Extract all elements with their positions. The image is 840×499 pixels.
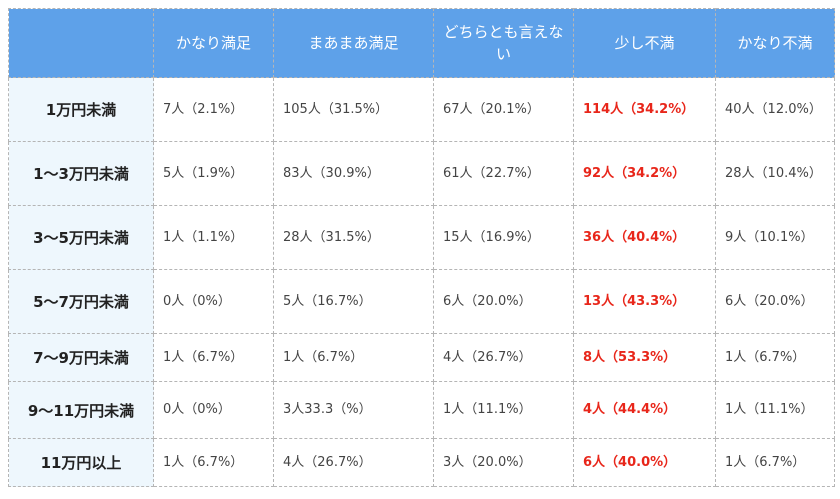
table-cell: 1人（11.1%） (433, 381, 574, 439)
table-cell-highlight: 36人（40.4%） (573, 205, 716, 270)
table-cell: 0人（0%） (153, 269, 274, 334)
table-cell: 1人（6.7%） (273, 333, 434, 382)
table-cell-highlight: 4人（44.4%） (573, 381, 716, 439)
table-cell: 28人（31.5%） (273, 205, 434, 270)
table-cell: 3人33.3（%） (273, 381, 434, 439)
table-cell-highlight: 92人（34.2%） (573, 141, 716, 206)
table-cell: 5人（1.9%） (153, 141, 274, 206)
row-header: 1万円未満 (8, 77, 154, 142)
table-cell: 83人（30.9%） (273, 141, 434, 206)
table-cell: 4人（26.7%） (273, 438, 434, 487)
table-cell: 9人（10.1%） (715, 205, 835, 270)
table-cell: 4人（26.7%） (433, 333, 574, 382)
header-neutral: どちらとも言えない (433, 8, 574, 78)
table-cell-highlight: 13人（43.3%） (573, 269, 716, 334)
header-somewhat-satisfied: まあまあ満足 (273, 8, 434, 78)
table-row: 7〜9万円未満 1人（6.7%） 1人（6.7%） 4人（26.7%） 8人（5… (8, 333, 835, 382)
table-row: 1万円未満 7人（2.1%） 105人（31.5%） 67人（20.1%） 11… (8, 77, 835, 142)
table-cell-highlight: 6人（40.0%） (573, 438, 716, 487)
table-cell: 67人（20.1%） (433, 77, 574, 142)
row-header: 3〜5万円未満 (8, 205, 154, 270)
table-cell: 6人（20.0%） (433, 269, 574, 334)
table-cell: 1人（6.7%） (153, 333, 274, 382)
table-cell: 0人（0%） (153, 381, 274, 439)
table-row: 3〜5万円未満 1人（1.1%） 28人（31.5%） 15人（16.9%） 3… (8, 205, 835, 270)
table-cell: 1人（6.7%） (153, 438, 274, 487)
table-cell: 7人（2.1%） (153, 77, 274, 142)
table-row: 5〜7万円未満 0人（0%） 5人（16.7%） 6人（20.0%） 13人（4… (8, 269, 835, 334)
header-corner (8, 8, 154, 78)
header-very-satisfied: かなり満足 (153, 8, 274, 78)
table-cell: 1人（1.1%） (153, 205, 274, 270)
header-row: かなり満足 まあまあ満足 どちらとも言えない 少し不満 かなり不満 (8, 8, 835, 78)
table-cell: 28人（10.4%） (715, 141, 835, 206)
table-cell-highlight: 8人（53.3%） (573, 333, 716, 382)
header-slightly-dissatisfied: 少し不満 (573, 8, 716, 78)
row-header: 9〜11万円未満 (8, 381, 154, 439)
table-cell: 15人（16.9%） (433, 205, 574, 270)
table-cell: 105人（31.5%） (273, 77, 434, 142)
row-header: 1〜3万円未満 (8, 141, 154, 206)
table-cell: 1人（11.1%） (715, 381, 835, 439)
table-row: 1〜3万円未満 5人（1.9%） 83人（30.9%） 61人（22.7%） 9… (8, 141, 835, 206)
table-cell: 3人（20.0%） (433, 438, 574, 487)
table-cell: 5人（16.7%） (273, 269, 434, 334)
table-cell: 6人（20.0%） (715, 269, 835, 334)
satisfaction-table: かなり満足 まあまあ満足 どちらとも言えない 少し不満 かなり不満 1万円未満 … (8, 8, 835, 487)
table-row: 9〜11万円未満 0人（0%） 3人33.3（%） 1人（11.1%） 4人（4… (8, 381, 835, 439)
table-cell: 1人（6.7%） (715, 438, 835, 487)
row-header: 11万円以上 (8, 438, 154, 487)
row-header: 7〜9万円未満 (8, 333, 154, 382)
table-cell-highlight: 114人（34.2%） (573, 77, 716, 142)
satisfaction-table-container: かなり満足 まあまあ満足 どちらとも言えない 少し不満 かなり不満 1万円未満 … (8, 8, 835, 487)
table-cell: 1人（6.7%） (715, 333, 835, 382)
table-cell: 61人（22.7%） (433, 141, 574, 206)
table-row: 11万円以上 1人（6.7%） 4人（26.7%） 3人（20.0%） 6人（4… (8, 438, 835, 487)
header-very-dissatisfied: かなり不満 (715, 8, 835, 78)
row-header: 5〜7万円未満 (8, 269, 154, 334)
table-cell: 40人（12.0%） (715, 77, 835, 142)
